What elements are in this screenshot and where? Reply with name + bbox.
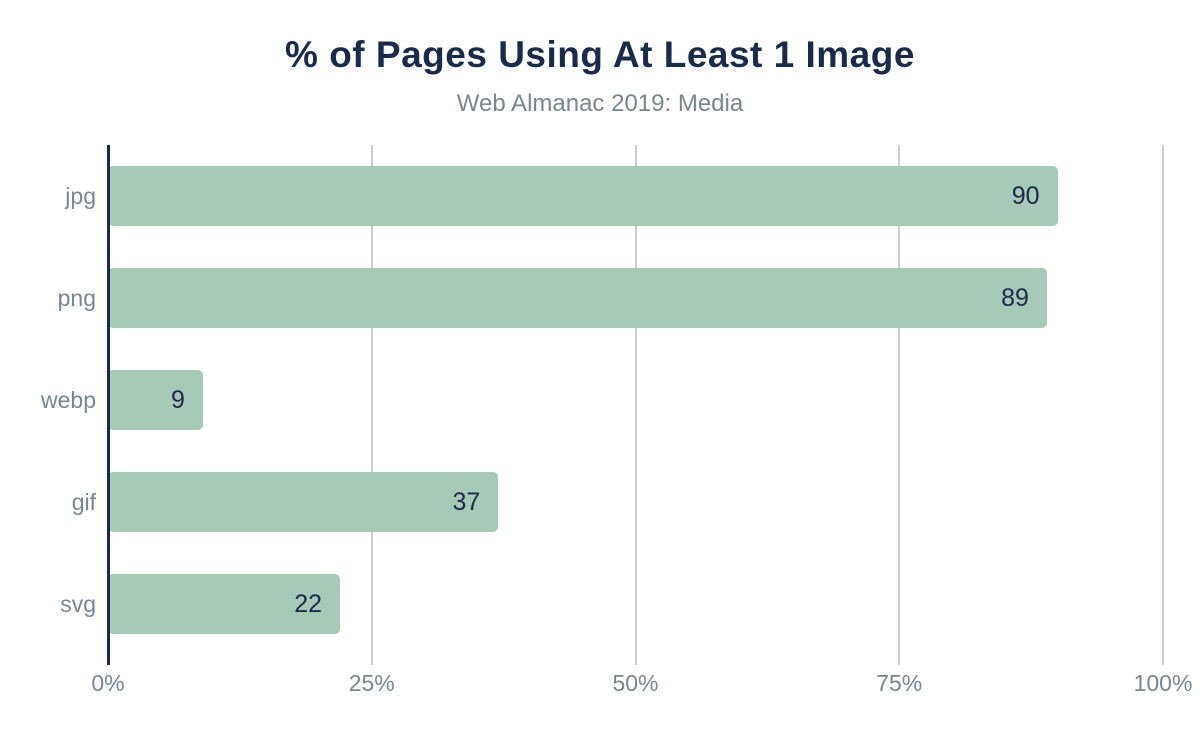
x-tick-label-0: 0% [91, 670, 125, 696]
x-tick-label-25: 25% [348, 670, 395, 696]
gridline-25 [370, 145, 373, 665]
bar-track-svg: 22 [108, 574, 1163, 634]
bar-track-png: 89 [108, 268, 1163, 328]
gridline-50 [634, 145, 637, 665]
bar-rows: jpg 90 png 89 webp 9 gif 37 svg 22 [0, 145, 1200, 655]
category-label-png: png [57, 284, 96, 311]
bar-value-jpg: 90 [1011, 181, 1040, 210]
bar-value-gif: 37 [452, 487, 481, 516]
bar-row-svg: svg 22 [0, 553, 1200, 655]
y-axis-line [106, 145, 110, 665]
bar-gif: 37 [108, 472, 499, 532]
gridline-100 [1162, 145, 1164, 665]
bar-row-webp: webp 9 [0, 349, 1200, 451]
gridline-75 [898, 145, 901, 665]
bar-value-webp: 9 [171, 385, 185, 414]
bar-jpg: 90 [108, 166, 1058, 226]
bar-row-png: png 89 [0, 247, 1200, 349]
bar-track-jpg: 90 [108, 166, 1163, 226]
chart-subtitle: Web Almanac 2019: Media [456, 90, 744, 117]
x-tick-label-50: 50% [612, 670, 659, 696]
plot-area [106, 145, 1164, 665]
x-tick-label-100: 100% [1133, 670, 1193, 696]
bar-row-jpg: jpg 90 [0, 145, 1200, 247]
bar-row-gif: gif 37 [0, 451, 1200, 553]
bar-png: 89 [108, 268, 1047, 328]
x-axis-labels: 0% 25% 50% 75% 100% [91, 670, 1192, 700]
x-tick-label-75: 75% [876, 670, 923, 696]
bar-track-webp: 9 [108, 370, 1163, 430]
bar-value-png: 89 [1001, 283, 1029, 312]
bar-webp: 9 [108, 370, 203, 430]
bar-track-gif: 37 [108, 472, 1163, 532]
category-label-jpg: jpg [65, 182, 96, 209]
chart-title: % of Pages Using At Least 1 Image [285, 34, 915, 75]
bar-value-svg: 22 [294, 589, 323, 618]
bar-svg: 22 [108, 574, 341, 634]
category-label-svg: svg [60, 590, 96, 617]
category-label-gif: gif [71, 488, 96, 515]
category-label-webp: webp [41, 386, 96, 413]
